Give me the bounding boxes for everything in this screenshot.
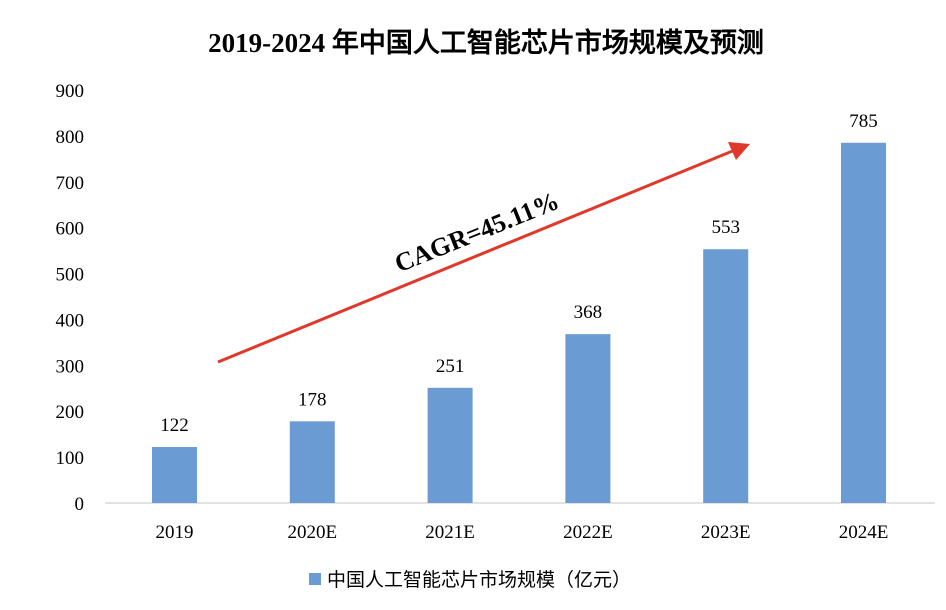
x-tick-label: 2022E: [563, 522, 613, 543]
x-tick-label: 2024E: [839, 522, 889, 543]
x-tick-label: 2019: [156, 522, 194, 543]
data-label: 251: [436, 356, 465, 377]
data-label: 553: [711, 217, 740, 238]
data-label: 178: [298, 389, 327, 410]
y-tick-label: 500: [56, 265, 85, 286]
legend-swatch: [309, 573, 321, 585]
bar: [565, 334, 611, 503]
y-tick-label: 800: [56, 127, 85, 148]
data-label: 368: [574, 302, 603, 323]
y-tick-label: 100: [56, 448, 85, 469]
x-tick-label: 2023E: [701, 522, 751, 543]
x-tick-label: 2020E: [287, 522, 337, 543]
y-tick-label: 900: [56, 81, 85, 102]
bar: [703, 249, 749, 503]
y-tick-label: 400: [56, 310, 85, 331]
cagr-arrow: [217, 142, 750, 364]
bar: [427, 387, 473, 503]
y-tick-label: 0: [75, 494, 85, 515]
y-tick-label: 200: [56, 402, 85, 423]
data-label: 122: [160, 415, 189, 436]
chart-title: 2019-2024 年中国人工智能芯片市场规模及预测: [208, 27, 764, 58]
bar: [841, 142, 886, 503]
legend-label: 中国人工智能芯片市场规模（亿元）: [327, 569, 631, 591]
y-tick-label: 300: [56, 356, 85, 377]
bar: [152, 447, 197, 503]
y-tick-label: 700: [56, 173, 85, 194]
bar: [289, 421, 335, 503]
y-tick-label: 600: [56, 219, 85, 240]
x-tick-label: 2021E: [425, 522, 475, 543]
data-label: 785: [849, 111, 878, 132]
